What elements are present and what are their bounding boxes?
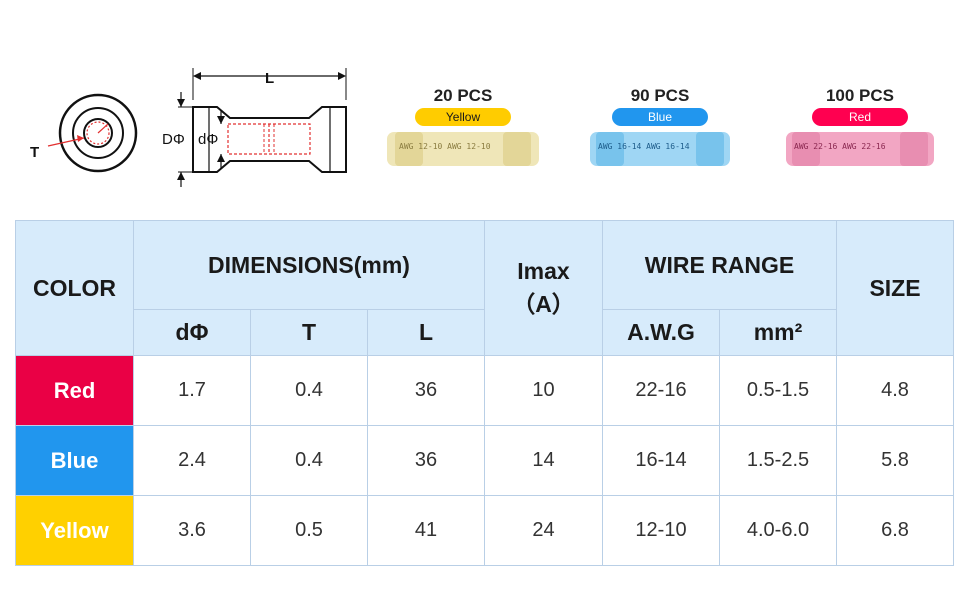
imax-unit: （A）: [512, 290, 575, 317]
header-inner-diameter: dΦ: [133, 309, 251, 356]
connector-sleeve: AWG 16-14 AWG 16-14: [590, 132, 730, 166]
header-mm2: mm²: [719, 309, 837, 356]
color-cell-yellow: Yellow: [15, 495, 134, 566]
header-wire-range: WIRE RANGE: [602, 220, 837, 310]
cell-size: 4.8: [836, 355, 954, 426]
cell-l: 41: [367, 495, 485, 566]
product-count: 20 PCS: [433, 86, 493, 105]
color-cell-blue: Blue: [15, 425, 134, 496]
end-view-insulation: [72, 107, 124, 159]
cell-t: 0.4: [250, 425, 368, 496]
cell-mm2: 1.5-2.5: [719, 425, 837, 496]
awg-marking: AWG 12-10 AWG 12-10: [399, 142, 491, 151]
inner-diameter-label: dΦ: [198, 131, 218, 148]
cell-mm2: 0.5-1.5: [719, 355, 837, 426]
color-cell-red: Red: [15, 355, 134, 426]
header-awg: A.W.G: [602, 309, 720, 356]
connector-sleeve: AWG 12-10 AWG 12-10: [387, 132, 539, 166]
cell-awg: 16-14: [602, 425, 720, 496]
specification-table: COLOR DIMENSIONS(mm) Imax （A） WIRE RANGE…: [15, 220, 954, 566]
color-pill: Yellow: [415, 108, 511, 126]
end-view-barrel: [83, 118, 113, 148]
cell-imax: 24: [484, 495, 603, 566]
cell-size: 6.8: [836, 495, 954, 566]
awg-marking: AWG 22-16 AWG 22-16: [794, 142, 886, 151]
header-thickness: T: [250, 309, 368, 356]
product-count: 90 PCS: [630, 86, 690, 105]
t-dimension-label: T: [30, 144, 39, 161]
cell-imax: 14: [484, 425, 603, 496]
color-pill: Blue: [612, 108, 708, 126]
connector-dimension-drawing: T L DΦ dΦ: [30, 68, 347, 187]
cell-awg: 12-10: [602, 495, 720, 566]
outer-diameter-label: DΦ: [162, 131, 185, 148]
cell-d: 1.7: [133, 355, 251, 426]
awg-marking: AWG 16-14 AWG 16-14: [598, 142, 690, 151]
header-dimensions: DIMENSIONS(mm): [133, 220, 485, 310]
cell-l: 36: [367, 425, 485, 496]
cell-d: 3.6: [133, 495, 251, 566]
cell-size: 5.8: [836, 425, 954, 496]
product-count: 100 PCS: [825, 86, 895, 105]
header-length: L: [367, 309, 485, 356]
l-dimension-label: L: [265, 70, 274, 87]
color-pill: Red: [812, 108, 908, 126]
product-red: 100 PCS Red AWG 22-16 AWG 22-16: [780, 85, 940, 195]
cell-t: 0.5: [250, 495, 368, 566]
cell-d: 2.4: [133, 425, 251, 496]
cell-imax: 10: [484, 355, 603, 426]
cell-l: 36: [367, 355, 485, 426]
end-view-outer-ring: [58, 93, 138, 173]
header-color: COLOR: [15, 220, 134, 356]
table-row: Red 1.7 0.4 36 10 22-16 0.5-1.5 4.8: [15, 355, 954, 426]
imax-label: Imax: [517, 257, 570, 284]
cell-mm2: 4.0-6.0: [719, 495, 837, 566]
connector-sleeve: AWG 22-16 AWG 22-16: [786, 132, 934, 166]
cell-t: 0.4: [250, 355, 368, 426]
header-imax: Imax （A）: [484, 220, 603, 356]
product-yellow: 20 PCS Yellow AWG 12-10 AWG 12-10: [383, 85, 543, 195]
table-row: Blue 2.4 0.4 36 14 16-14 1.5-2.5 5.8: [15, 425, 954, 496]
header-size: SIZE: [836, 220, 954, 356]
table-row: Yellow 3.6 0.5 41 24 12-10 4.0-6.0 6.8: [15, 495, 954, 566]
cell-awg: 22-16: [602, 355, 720, 426]
product-blue: 90 PCS Blue AWG 16-14 AWG 16-14: [580, 85, 740, 195]
